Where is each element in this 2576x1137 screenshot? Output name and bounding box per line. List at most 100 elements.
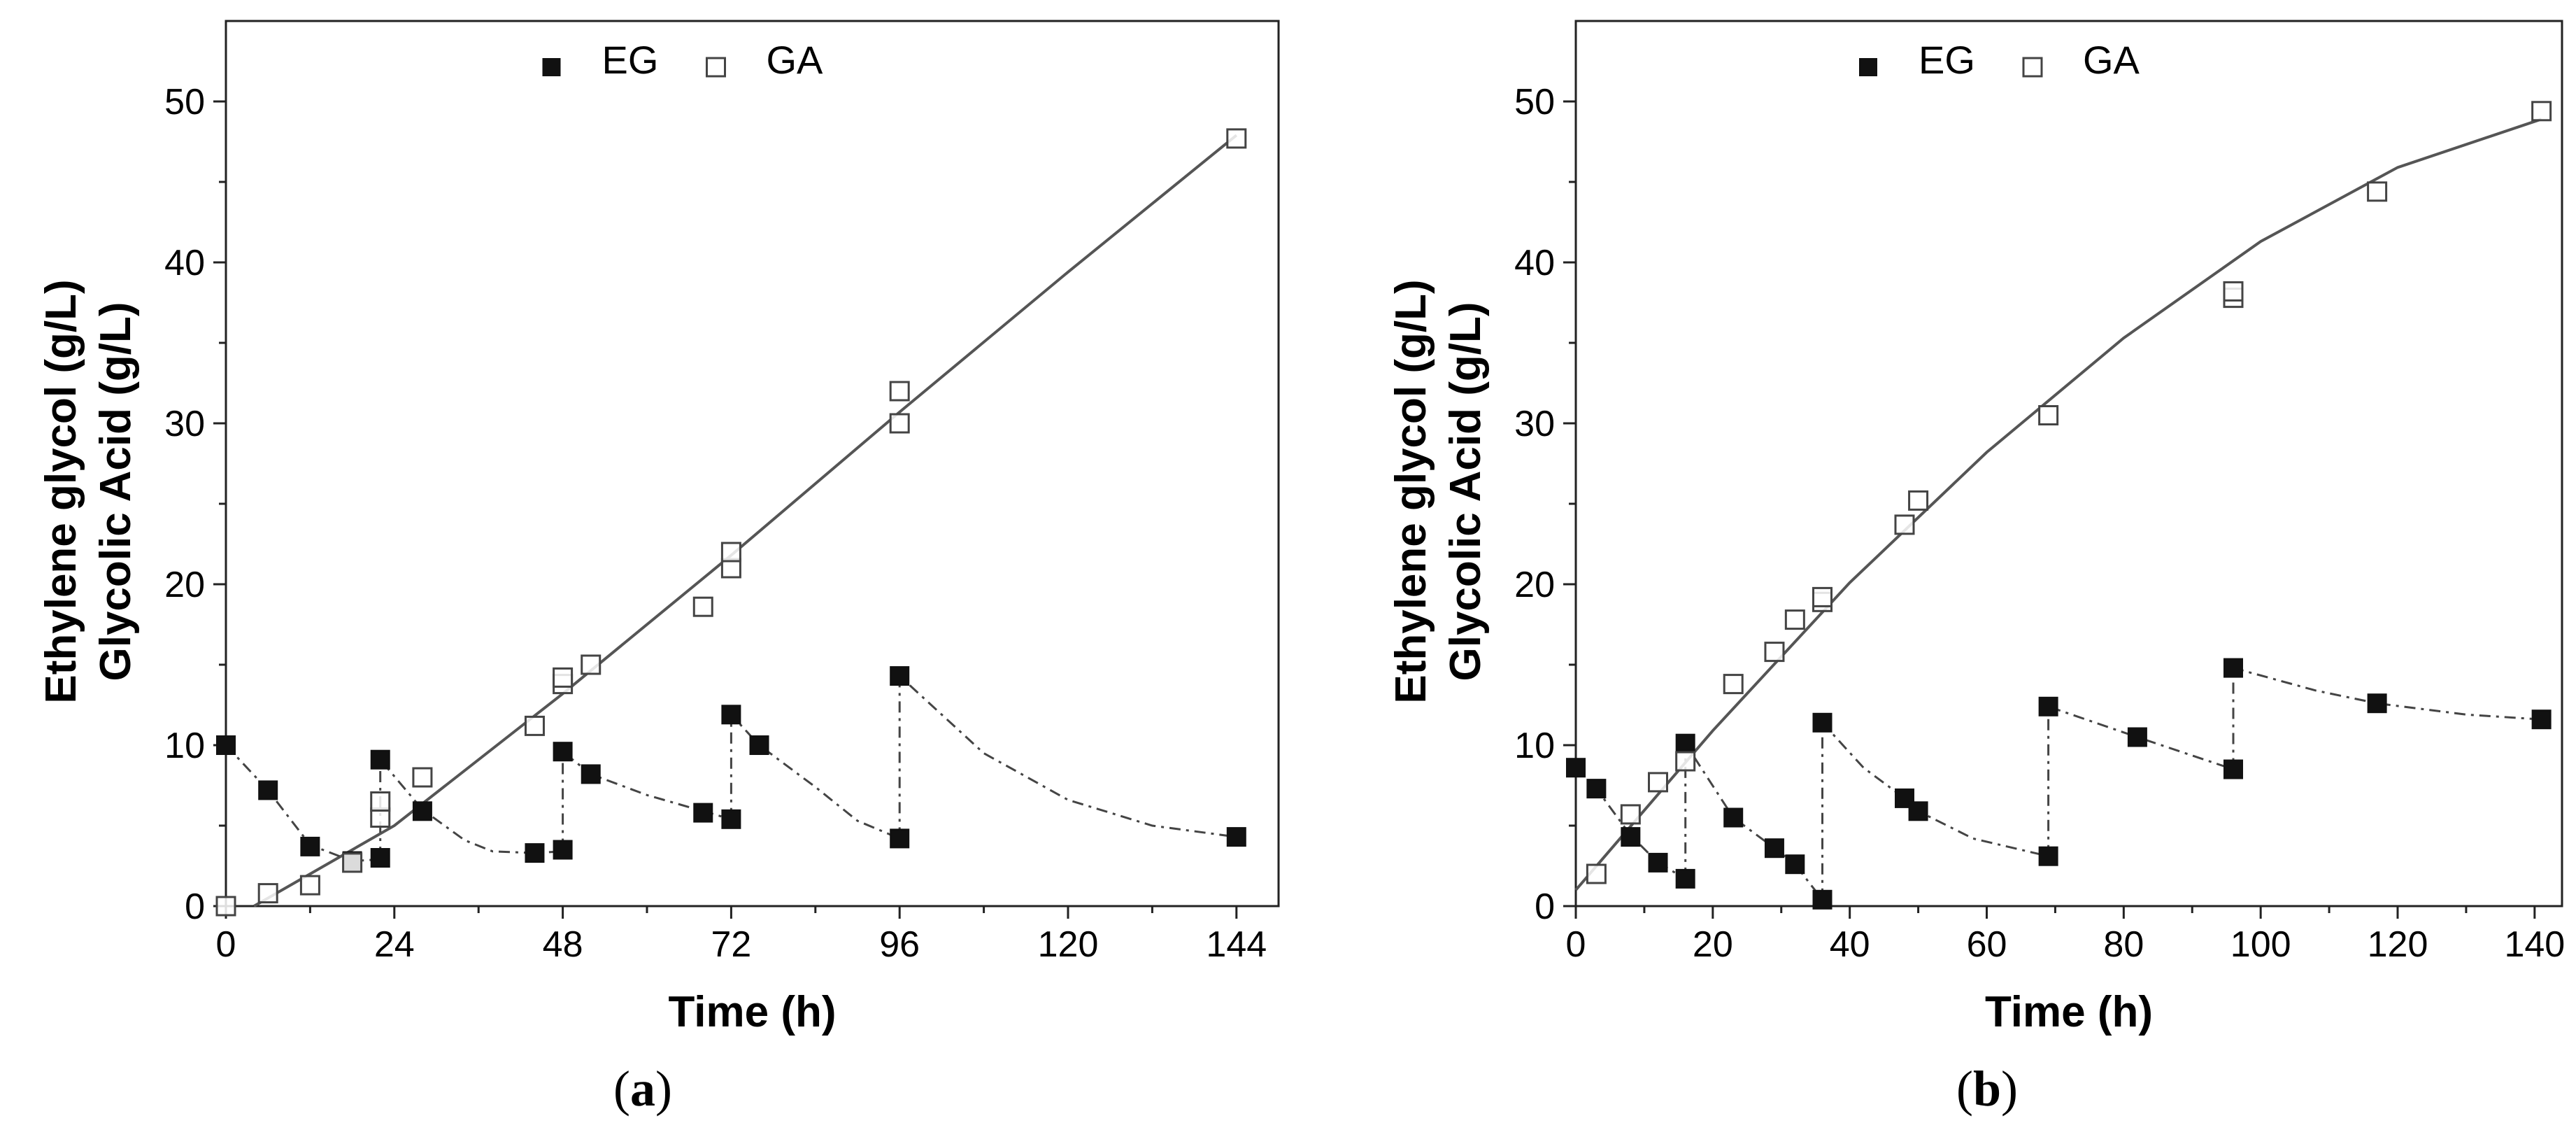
panel-a: 0 24 48 72 96 120 144 0 10 20 30 40 50 Time (h) Ethyle… (37, 20, 1280, 1117)
chart-b-point-ga (1784, 609, 1805, 630)
chart-a-xtick-label: 24 (374, 924, 415, 965)
chart-b-point-ga (1894, 514, 1915, 535)
caption-open-paren: ( (613, 1061, 630, 1117)
chart-a-ytick-label: 50 (164, 82, 205, 122)
chart-a-xtick-label: 96 (879, 924, 920, 965)
chart-b-fit-eg-segment (1684, 740, 1823, 901)
chart-a-point-ga (692, 596, 713, 617)
chart-a-legend: EG GA (542, 38, 824, 82)
chart-b-ytick-label: 30 (1514, 404, 1555, 444)
chart-a-point-eg (216, 735, 236, 755)
chart-a-point-eg (890, 828, 910, 849)
chart-a-point-ga (215, 896, 236, 917)
chart-a-point-eg (412, 801, 432, 821)
chart-a-xtick-label: 72 (711, 924, 751, 965)
chart-b-ytick-label: 40 (1514, 243, 1555, 283)
chart-a-point-ga (370, 791, 391, 812)
chart-b-point-ga (1620, 804, 1641, 825)
legend-ga-label: GA (2083, 38, 2140, 82)
chart-a-xtick-label: 0 (216, 924, 236, 965)
chart-a-point-ga (299, 875, 320, 896)
chart-a-point-ga (257, 883, 278, 904)
chart-b-point-ga (1723, 674, 1744, 695)
chart-a-frame (225, 20, 1280, 908)
chart-a-point-ga (720, 542, 741, 563)
chart-a-point-eg (693, 803, 713, 823)
chart-a-point-ga (553, 667, 574, 688)
chart-a-point-eg (525, 843, 545, 863)
chart-a-point-eg (581, 764, 601, 784)
chart-b-point-eg (1648, 852, 1668, 873)
chart-b-point-ga (1812, 586, 1833, 607)
chart-b-ytick-label: 10 (1514, 726, 1555, 766)
chart-b-ytick-label: 0 (1535, 887, 1555, 927)
chart-a-fit-ga (253, 134, 1238, 908)
chart-b-point-eg (1723, 807, 1744, 828)
chart-a-point-eg (553, 840, 573, 860)
chart-b-point-ga (1764, 642, 1785, 663)
caption-close-paren: ) (2001, 1061, 2018, 1117)
caption-close-paren: ) (655, 1061, 672, 1117)
chart-b-point-eg (2038, 696, 2058, 716)
chart-a-point-eg (300, 836, 320, 856)
chart-b-xtick-label: 20 (1693, 924, 1733, 965)
chart-a-xtick-label: 120 (1038, 924, 1099, 965)
chart-a-x-axis-title: Time (h) (669, 988, 837, 1036)
chart-b-point-ga (2038, 405, 2059, 425)
chart-b-frame (1574, 20, 2563, 908)
chart-a-point-ga (342, 852, 363, 873)
chart-a-xtick-label: 144 (1206, 924, 1267, 965)
legend-eg-marker (1859, 58, 1877, 76)
panel-b: 0 20 40 60 80 100 120 140 0 10 20 30 40 50 Time (h) Eth… (1387, 20, 2565, 1117)
chart-a-point-eg (749, 735, 769, 755)
chart-b-point-eg (1586, 779, 1607, 799)
chart-b-point-eg (2367, 693, 2387, 714)
chart-a-ytick-label: 30 (164, 404, 205, 444)
chart-b-point-eg (1908, 801, 1928, 821)
chart-b-point-eg (1812, 889, 1833, 910)
chart-b-legend: EG GA (1859, 38, 2140, 82)
chart-b-point-eg (1785, 854, 1805, 875)
chart-b-ytick-label: 50 (1514, 82, 1555, 122)
legend-ga-marker (2022, 57, 2043, 78)
caption-open-paren: ( (1956, 1061, 1973, 1117)
chart-b-xtick-label: 100 (2230, 924, 2291, 965)
legend-eg-label: EG (1919, 38, 1975, 82)
chart-b-point-eg (1675, 733, 1695, 754)
chart-a-fit-eg-segment (379, 756, 563, 858)
chart-b-xtick-label: 40 (1830, 924, 1870, 965)
chart-a-point-eg (370, 848, 390, 868)
chart-a-ytick-label: 20 (164, 565, 205, 605)
chart-a-ytick-label: 0 (185, 887, 205, 927)
chart-b-xtick-label: 60 (1967, 924, 2007, 965)
legend-ga-label: GA (767, 38, 824, 82)
chart-a-point-eg (370, 749, 390, 770)
chart-b-point-eg (2531, 709, 2552, 730)
chart-a-point-eg (721, 809, 741, 829)
chart-a-point-ga (889, 381, 910, 402)
chart-b-point-ga (2223, 281, 2244, 302)
chart-b-point-eg (1764, 838, 1784, 859)
chart-b-xtick-label: 140 (2504, 924, 2565, 965)
chart-b-point-ga (1675, 751, 1696, 772)
caption-letter: b (1973, 1061, 2001, 1117)
chart-a-point-ga (1226, 128, 1247, 149)
chart-b-fit-eg-segment (1821, 719, 2049, 900)
chart-a-ytick-label: 40 (164, 243, 205, 283)
chart-a-point-ga (889, 413, 910, 434)
chart-b-point-eg (2038, 846, 2058, 866)
chart-a-point-ga (524, 715, 545, 736)
chart-a-caption: (a) (613, 1061, 672, 1117)
chart-b-y-axis-title-line1: Ethylene glycol (g/L) (1387, 279, 1435, 703)
chart-a-point-eg (258, 780, 278, 800)
legend-ga-marker (706, 57, 726, 78)
chart-a-point-ga (412, 767, 433, 788)
chart-b-point-eg (1621, 827, 1641, 847)
chart-a-point-eg (553, 742, 573, 762)
chart-a-point-ga (581, 654, 602, 675)
chart-b-xtick-label: 0 (1566, 924, 1586, 965)
chart-b-fit-eg-segment (2232, 666, 2542, 770)
chart-b-fit-eg-segment (2047, 705, 2234, 856)
chart-a-point-eg (721, 705, 741, 725)
chart-a-y-axis-title-line1: Ethylene glycol (g/L) (37, 279, 85, 703)
